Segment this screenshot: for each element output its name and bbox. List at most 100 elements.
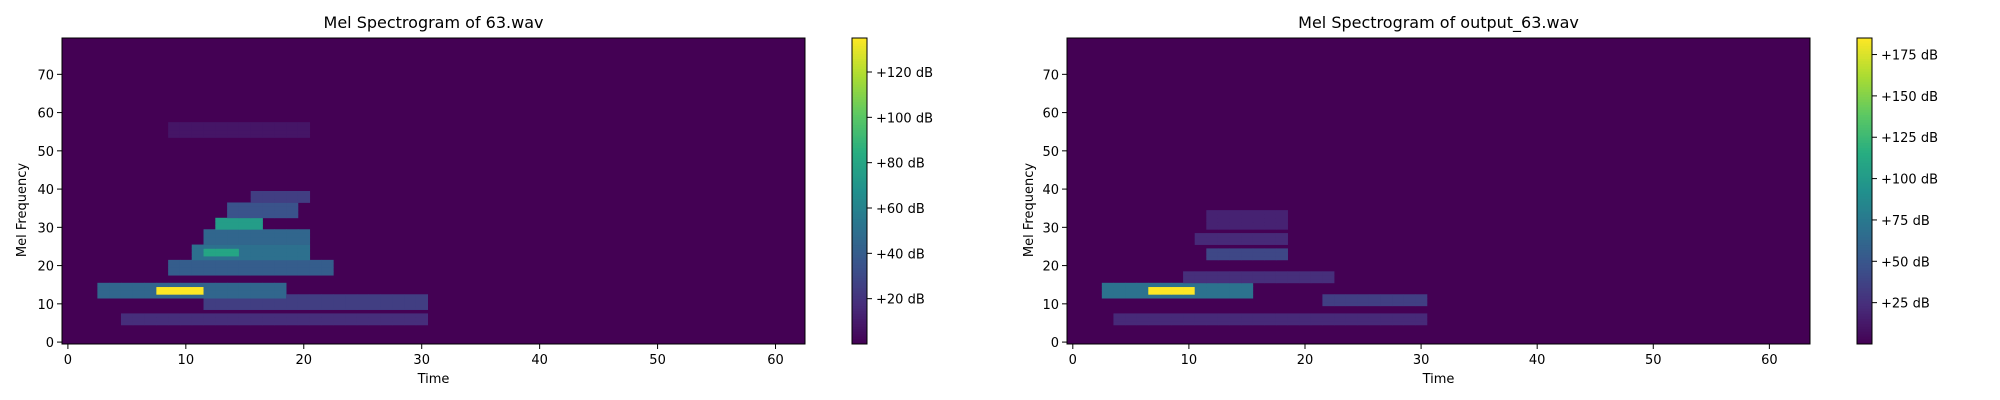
- colorbar-segment: [852, 257, 867, 261]
- heatmap-cell: [1229, 317, 1242, 322]
- heatmap-cell: [404, 305, 417, 310]
- colorbar-segment: [1857, 104, 1872, 108]
- heatmap-cell: [392, 317, 405, 322]
- heatmap-cell: [191, 263, 204, 268]
- heatmap-cell: [250, 133, 263, 138]
- heatmap-cell: [1403, 294, 1416, 299]
- heatmap-cell: [297, 256, 311, 261]
- heatmap-cell: [238, 301, 252, 307]
- heatmap-cell: [1125, 294, 1138, 299]
- colorbar-segment: [1857, 91, 1872, 95]
- heatmap-cell: [1275, 213, 1288, 219]
- heatmap-cell: [297, 252, 311, 257]
- colorbar-segment: [852, 328, 867, 332]
- colorbar-segment: [852, 68, 867, 72]
- heatmap-cell: [227, 321, 240, 326]
- heatmap-cell: [238, 129, 252, 135]
- y-axis-ticks: 0 10 20 30 40 50 60 70: [1042, 68, 1067, 351]
- heatmap-cell: [1252, 240, 1265, 245]
- heatmap-cell: [286, 202, 299, 207]
- colorbar-segment: [1857, 262, 1872, 266]
- heatmap-cell: [286, 240, 299, 245]
- heatmap-cell: [1241, 213, 1254, 219]
- x-tick-label: 60: [767, 353, 784, 368]
- heatmap-cell: [1206, 282, 1219, 288]
- heatmap-cell: [1345, 321, 1358, 326]
- heatmap-cell: [109, 290, 122, 295]
- heatmap-cell: [1206, 286, 1219, 291]
- heatmap-cell: [309, 259, 322, 265]
- colorbar-segment: [852, 270, 867, 274]
- heatmap-cell: [1264, 317, 1277, 322]
- heatmap-cell: [1241, 256, 1254, 261]
- heatmap-cell: [238, 210, 252, 215]
- heatmap-cell: [1217, 286, 1230, 291]
- heatmap-cell: [262, 282, 275, 288]
- colorbar-segment: [852, 58, 867, 62]
- colorbar-segment: [1857, 282, 1872, 286]
- heatmap-cell: [250, 221, 263, 226]
- heatmap-cell: [1275, 233, 1288, 238]
- heatmap-cell: [297, 248, 311, 253]
- heatmap-cell: [274, 321, 287, 326]
- heatmap-cell: [1252, 210, 1265, 215]
- heatmap-cell: [203, 248, 216, 253]
- heatmap-cell: [274, 298, 287, 303]
- heatmap-cell: [238, 248, 252, 253]
- heatmap-cell: [1252, 221, 1265, 226]
- heatmap-cell: [1183, 290, 1196, 295]
- heatmap-cell: [321, 317, 334, 322]
- colorbar-tick-label: +25 dB: [1881, 297, 1930, 312]
- heatmap-cell: [1217, 213, 1230, 219]
- heatmap-cell: [286, 267, 299, 272]
- colorbar-segment: [1857, 305, 1872, 309]
- colorbar-segment: [1857, 45, 1872, 49]
- heatmap-cell: [191, 129, 204, 135]
- heatmap-cell: [179, 290, 193, 295]
- heatmap-cell: [1310, 317, 1323, 322]
- colorbar-segment: [1857, 99, 1872, 103]
- colorbar-segment: [1857, 198, 1872, 202]
- heatmap-cell: [297, 321, 311, 326]
- colorbar-segment: [1857, 96, 1872, 100]
- heatmap-cell: [120, 317, 134, 322]
- colorbar-segment: [852, 145, 867, 149]
- heatmap-cell: [380, 313, 393, 318]
- heatmap-cell: [227, 122, 240, 127]
- colorbar-frame: [851, 37, 868, 345]
- x-tick-label: 30: [1413, 353, 1430, 368]
- colorbar-segment: [1857, 259, 1872, 263]
- heatmap-cell: [333, 305, 346, 310]
- heatmap-cell: [1357, 301, 1370, 307]
- heatmap-cell: [215, 229, 228, 234]
- heatmap-cell: [238, 122, 252, 127]
- heatmap-cell: [286, 133, 299, 138]
- heatmap-cell: [191, 252, 204, 257]
- heatmap-cell: [215, 305, 228, 310]
- heatmap-cell: [274, 122, 287, 127]
- colorbar-segment: [852, 170, 867, 174]
- heatmap-cell: [274, 133, 287, 138]
- colorbar-segment: [1857, 150, 1872, 154]
- colorbar-segment: [1857, 60, 1872, 64]
- heatmap-cell: [1241, 210, 1254, 215]
- heatmap-cell: [250, 198, 263, 203]
- colorbar-segment: [1857, 132, 1872, 136]
- heatmap-cell: [1183, 271, 1196, 276]
- heatmap-cell: [1206, 248, 1219, 253]
- heatmap-cell: [1217, 252, 1230, 257]
- colorbar-segment: [852, 147, 867, 151]
- heatmap-cell: [356, 317, 370, 322]
- heatmap-cell: [238, 252, 252, 257]
- heatmap-cell: [1206, 221, 1219, 226]
- heatmap-cell: [1287, 275, 1300, 280]
- heatmap-cell: [250, 252, 263, 257]
- heatmap-cell: [1310, 271, 1323, 276]
- heatmap-cell: [1403, 301, 1416, 307]
- heatmap-cell: [1206, 225, 1219, 230]
- heatmap-cell: [297, 133, 311, 138]
- colorbar-segment: [1857, 313, 1872, 317]
- colorbar-segment: [852, 168, 867, 172]
- heatmap-cell: [1275, 278, 1288, 284]
- colorbar-segment: [852, 66, 867, 70]
